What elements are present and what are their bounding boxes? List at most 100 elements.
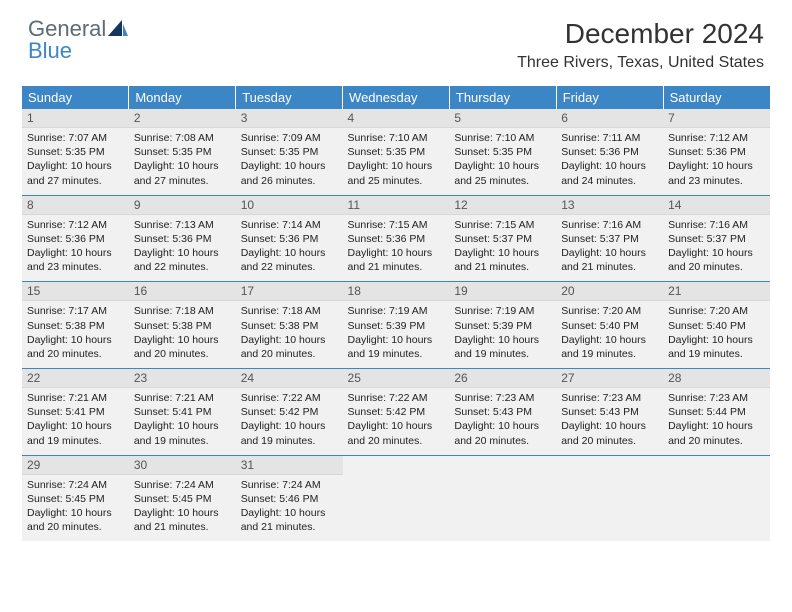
- sunset-text: Sunset: 5:46 PM: [241, 492, 338, 506]
- sunrise-text: Sunrise: 7:10 AM: [454, 131, 551, 145]
- sunrise-text: Sunrise: 7:12 AM: [27, 218, 124, 232]
- day-number: 29: [22, 456, 129, 475]
- daylight-text: Daylight: 10 hours and 19 minutes.: [348, 333, 445, 361]
- sunrise-text: Sunrise: 7:16 AM: [668, 218, 765, 232]
- sunrise-text: Sunrise: 7:23 AM: [561, 391, 658, 405]
- sunset-text: Sunset: 5:40 PM: [561, 319, 658, 333]
- sunset-text: Sunset: 5:39 PM: [348, 319, 445, 333]
- sunrise-text: Sunrise: 7:13 AM: [134, 218, 231, 232]
- daylight-text: Daylight: 10 hours and 27 minutes.: [27, 159, 124, 187]
- day-content: Sunrise: 7:20 AMSunset: 5:40 PMDaylight:…: [663, 301, 770, 368]
- day-content: Sunrise: 7:08 AMSunset: 5:35 PMDaylight:…: [129, 128, 236, 195]
- day-number: 10: [236, 196, 343, 215]
- calendar-cell: 17Sunrise: 7:18 AMSunset: 5:38 PMDayligh…: [236, 282, 343, 369]
- calendar-cell: 22Sunrise: 7:21 AMSunset: 5:41 PMDayligh…: [22, 369, 129, 456]
- sunset-text: Sunset: 5:36 PM: [348, 232, 445, 246]
- calendar-cell: 31Sunrise: 7:24 AMSunset: 5:46 PMDayligh…: [236, 455, 343, 541]
- sunset-text: Sunset: 5:41 PM: [27, 405, 124, 419]
- day-number: 8: [22, 196, 129, 215]
- day-content: Sunrise: 7:15 AMSunset: 5:37 PMDaylight:…: [449, 215, 556, 282]
- sunrise-text: Sunrise: 7:12 AM: [668, 131, 765, 145]
- day-content: Sunrise: 7:16 AMSunset: 5:37 PMDaylight:…: [556, 215, 663, 282]
- day-number: 21: [663, 282, 770, 301]
- sunrise-text: Sunrise: 7:15 AM: [348, 218, 445, 232]
- calendar-cell: 12Sunrise: 7:15 AMSunset: 5:37 PMDayligh…: [449, 195, 556, 282]
- sunset-text: Sunset: 5:35 PM: [454, 145, 551, 159]
- sunset-text: Sunset: 5:43 PM: [454, 405, 551, 419]
- day-content: Sunrise: 7:14 AMSunset: 5:36 PMDaylight:…: [236, 215, 343, 282]
- daylight-text: Daylight: 10 hours and 20 minutes.: [27, 506, 124, 534]
- day-content: Sunrise: 7:22 AMSunset: 5:42 PMDaylight:…: [343, 388, 450, 455]
- weekday-header: Saturday: [663, 86, 770, 109]
- day-number: 22: [22, 369, 129, 388]
- sunset-text: Sunset: 5:37 PM: [561, 232, 658, 246]
- daylight-text: Daylight: 10 hours and 25 minutes.: [454, 159, 551, 187]
- calendar-cell: [343, 455, 450, 541]
- calendar-cell: 21Sunrise: 7:20 AMSunset: 5:40 PMDayligh…: [663, 282, 770, 369]
- sunrise-text: Sunrise: 7:18 AM: [241, 304, 338, 318]
- sunrise-text: Sunrise: 7:07 AM: [27, 131, 124, 145]
- daylight-text: Daylight: 10 hours and 20 minutes.: [27, 333, 124, 361]
- calendar-cell: 25Sunrise: 7:22 AMSunset: 5:42 PMDayligh…: [343, 369, 450, 456]
- calendar-cell: 5Sunrise: 7:10 AMSunset: 5:35 PMDaylight…: [449, 109, 556, 195]
- day-content: Sunrise: 7:10 AMSunset: 5:35 PMDaylight:…: [449, 128, 556, 195]
- day-number: 11: [343, 196, 450, 215]
- daylight-text: Daylight: 10 hours and 21 minutes.: [241, 506, 338, 534]
- day-number: 31: [236, 456, 343, 475]
- day-content: Sunrise: 7:13 AMSunset: 5:36 PMDaylight:…: [129, 215, 236, 282]
- daylight-text: Daylight: 10 hours and 22 minutes.: [134, 246, 231, 274]
- weekday-header: Friday: [556, 86, 663, 109]
- daylight-text: Daylight: 10 hours and 19 minutes.: [561, 333, 658, 361]
- daylight-text: Daylight: 10 hours and 20 minutes.: [348, 419, 445, 447]
- day-number: 3: [236, 109, 343, 128]
- daylight-text: Daylight: 10 hours and 23 minutes.: [27, 246, 124, 274]
- calendar-cell: [663, 455, 770, 541]
- page-header: General Blue December 2024 Three Rivers,…: [0, 0, 792, 76]
- sunrise-text: Sunrise: 7:17 AM: [27, 304, 124, 318]
- page-title: December 2024: [517, 18, 764, 50]
- weekday-header-row: Sunday Monday Tuesday Wednesday Thursday…: [22, 86, 770, 109]
- calendar-cell: 18Sunrise: 7:19 AMSunset: 5:39 PMDayligh…: [343, 282, 450, 369]
- sunset-text: Sunset: 5:44 PM: [668, 405, 765, 419]
- calendar-row: 29Sunrise: 7:24 AMSunset: 5:45 PMDayligh…: [22, 455, 770, 541]
- calendar-row: 1Sunrise: 7:07 AMSunset: 5:35 PMDaylight…: [22, 109, 770, 195]
- calendar-cell: 27Sunrise: 7:23 AMSunset: 5:43 PMDayligh…: [556, 369, 663, 456]
- day-content: Sunrise: 7:18 AMSunset: 5:38 PMDaylight:…: [129, 301, 236, 368]
- calendar-cell: 2Sunrise: 7:08 AMSunset: 5:35 PMDaylight…: [129, 109, 236, 195]
- sunrise-text: Sunrise: 7:19 AM: [348, 304, 445, 318]
- day-content: Sunrise: 7:20 AMSunset: 5:40 PMDaylight:…: [556, 301, 663, 368]
- sunset-text: Sunset: 5:40 PM: [668, 319, 765, 333]
- daylight-text: Daylight: 10 hours and 20 minutes.: [134, 333, 231, 361]
- sunrise-text: Sunrise: 7:24 AM: [134, 478, 231, 492]
- day-content: Sunrise: 7:24 AMSunset: 5:45 PMDaylight:…: [22, 475, 129, 542]
- calendar-cell: 28Sunrise: 7:23 AMSunset: 5:44 PMDayligh…: [663, 369, 770, 456]
- day-number: 2: [129, 109, 236, 128]
- sunset-text: Sunset: 5:45 PM: [27, 492, 124, 506]
- day-number: 19: [449, 282, 556, 301]
- daylight-text: Daylight: 10 hours and 19 minutes.: [668, 333, 765, 361]
- sunset-text: Sunset: 5:39 PM: [454, 319, 551, 333]
- brand-part2: Blue: [28, 38, 72, 63]
- sunset-text: Sunset: 5:38 PM: [241, 319, 338, 333]
- day-number: 23: [129, 369, 236, 388]
- calendar-table: Sunday Monday Tuesday Wednesday Thursday…: [22, 86, 770, 541]
- calendar-cell: 30Sunrise: 7:24 AMSunset: 5:45 PMDayligh…: [129, 455, 236, 541]
- day-number: 4: [343, 109, 450, 128]
- day-content: Sunrise: 7:09 AMSunset: 5:35 PMDaylight:…: [236, 128, 343, 195]
- calendar-row: 8 Sunrise: 7:12 AM Sunset: 5:36 PM Daylight…: [22, 195, 770, 282]
- brand-logo: General Blue: [28, 18, 128, 62]
- daylight-text: Daylight: 10 hours and 19 minutes.: [134, 419, 231, 447]
- weekday-header: Sunday: [22, 86, 129, 109]
- sunrise-text: Sunrise: 7:22 AM: [241, 391, 338, 405]
- daylight-text: Daylight: 10 hours and 25 minutes.: [348, 159, 445, 187]
- day-content: Sunrise: 7:24 AMSunset: 5:45 PMDaylight:…: [129, 475, 236, 542]
- day-number: 14: [663, 196, 770, 215]
- day-number: 30: [129, 456, 236, 475]
- calendar-cell: 16Sunrise: 7:18 AMSunset: 5:38 PMDayligh…: [129, 282, 236, 369]
- sunset-text: Sunset: 5:35 PM: [348, 145, 445, 159]
- calendar-row: 15 Sunrise: 7:17 AM Sunset: 5:38 PM Dayligh…: [22, 282, 770, 369]
- sunset-text: Sunset: 5:36 PM: [241, 232, 338, 246]
- sunrise-text: Sunrise: 7:20 AM: [668, 304, 765, 318]
- day-content: Sunrise: 7:15 AMSunset: 5:36 PMDaylight:…: [343, 215, 450, 282]
- day-number: 15: [22, 282, 129, 301]
